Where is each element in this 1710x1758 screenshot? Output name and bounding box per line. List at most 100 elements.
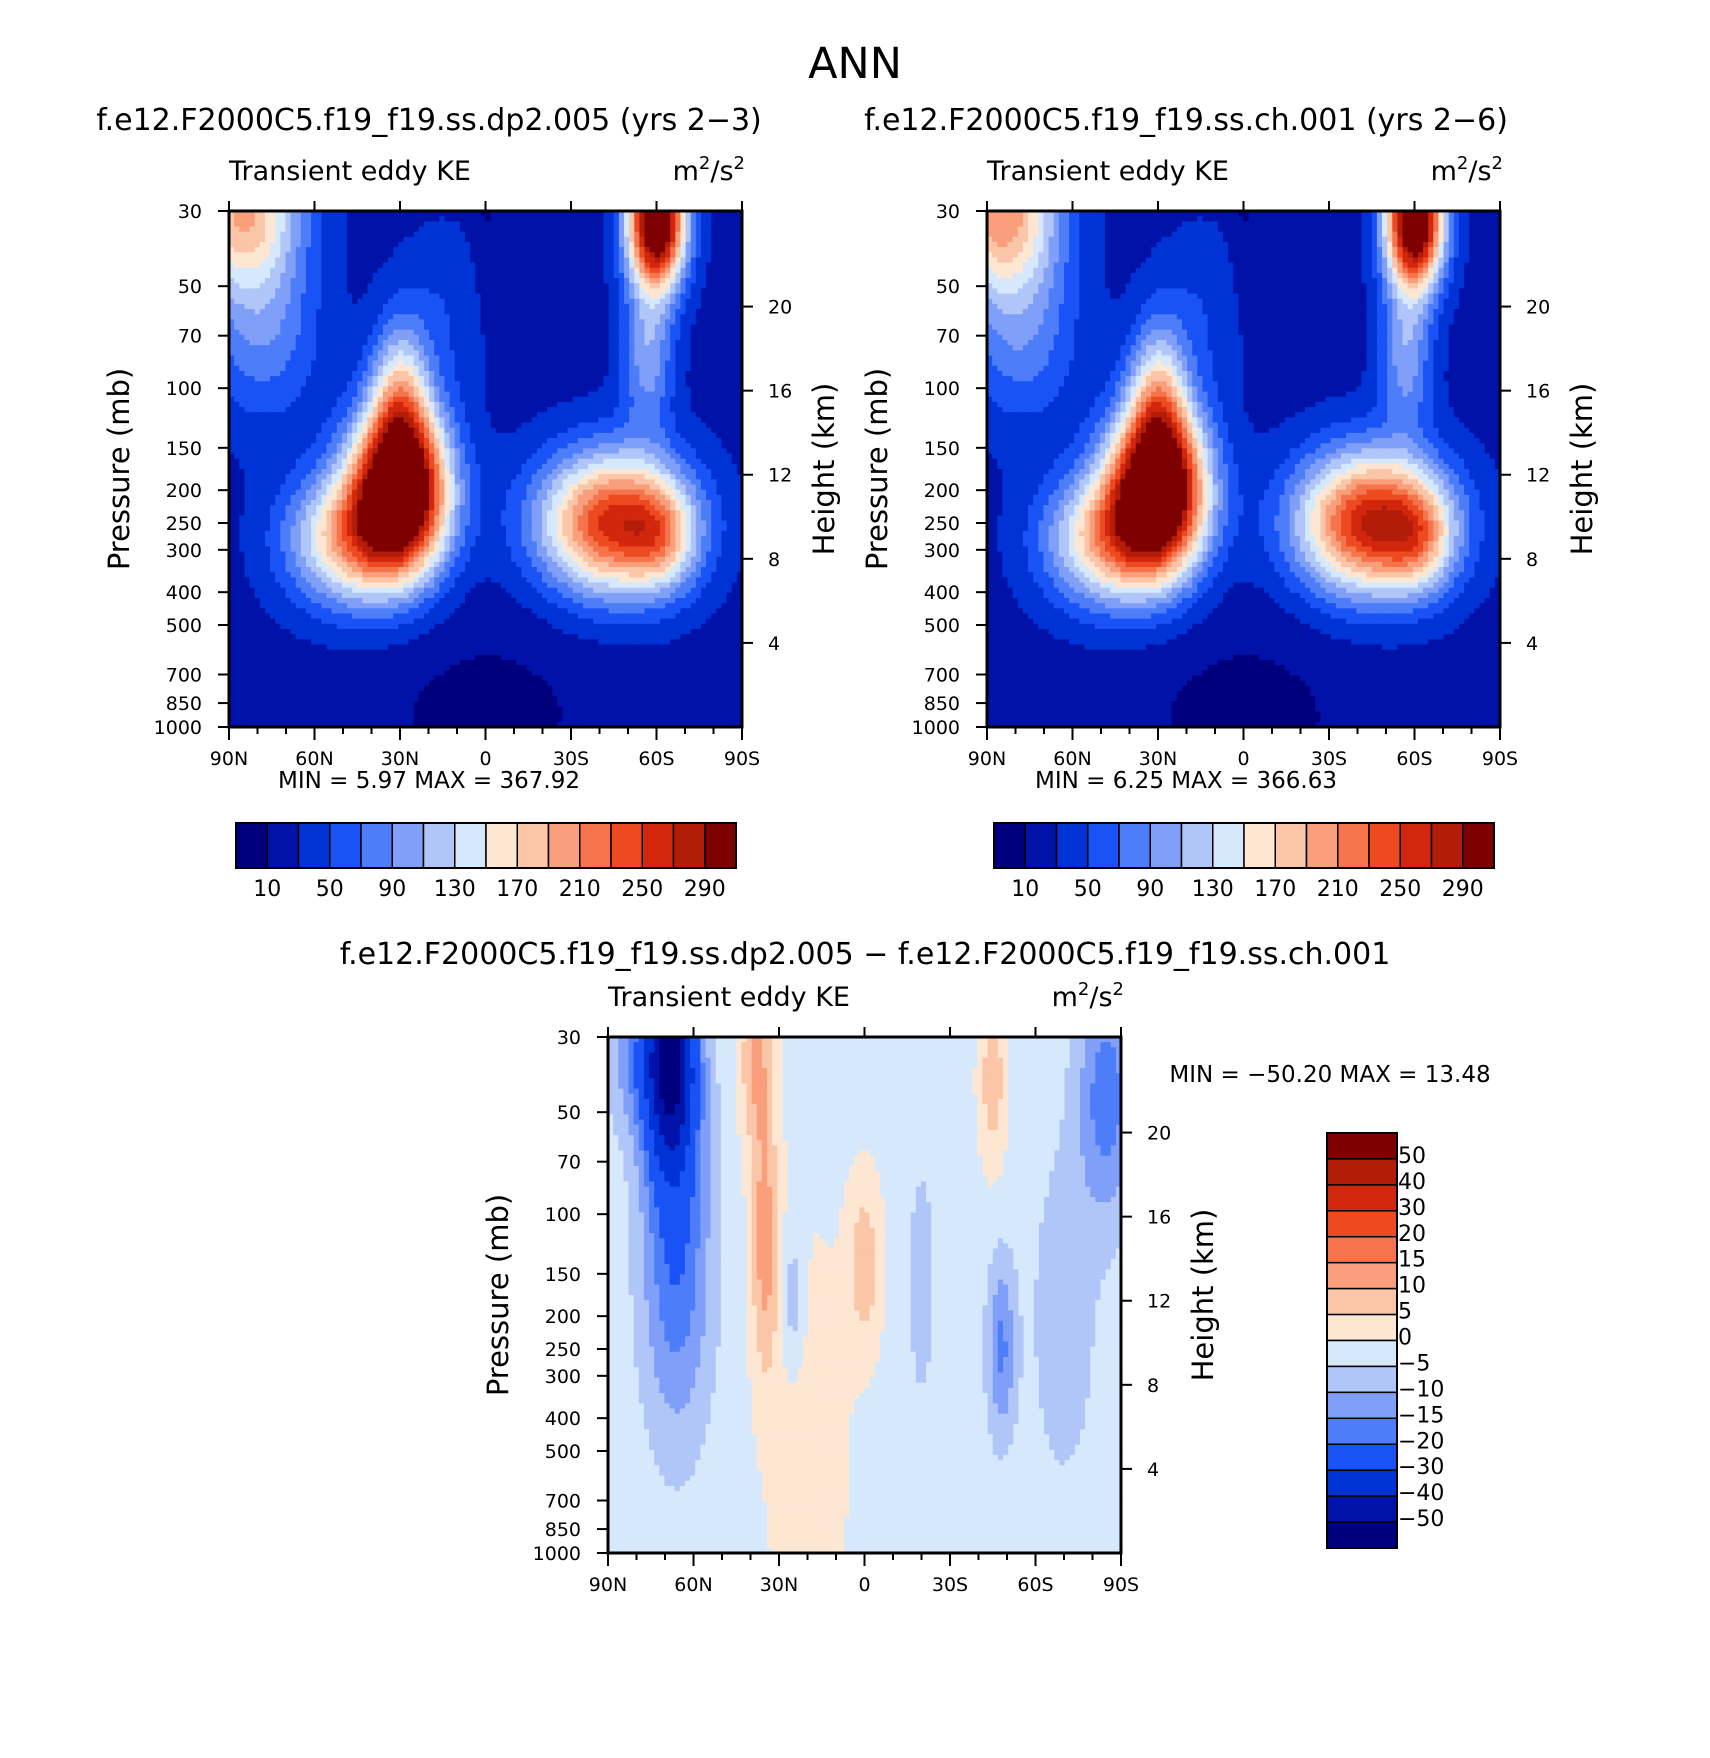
field-cell [403, 370, 410, 377]
field-cell [357, 241, 363, 248]
field-cell [331, 396, 338, 403]
field-cell [541, 427, 548, 434]
field-cell [259, 293, 266, 300]
field-cell [470, 360, 476, 367]
field-cell [454, 231, 461, 238]
field-cell [634, 267, 640, 274]
field-cell [264, 350, 271, 357]
field-cell [526, 381, 533, 388]
field-cell [300, 262, 307, 269]
field-cell [372, 272, 379, 279]
field-cell [685, 391, 692, 398]
field-cell [659, 283, 666, 289]
field-cell [562, 376, 569, 382]
field-cell [423, 417, 430, 424]
field-cell [423, 463, 430, 470]
field-cell [254, 252, 261, 259]
field-cell [418, 334, 425, 341]
field-cell [331, 391, 338, 398]
field-cell [624, 226, 630, 233]
field-cell [721, 427, 728, 434]
field-cell [644, 329, 651, 336]
field-cell [721, 314, 728, 320]
field-cell [239, 319, 245, 326]
field-cell [649, 443, 656, 449]
field-cell [418, 262, 425, 269]
field-cell [649, 355, 656, 362]
field-cell [624, 252, 630, 259]
field-cell [618, 283, 625, 289]
field-cell [285, 427, 292, 434]
field-cell [429, 345, 435, 351]
field-cell [408, 211, 415, 217]
field-cell [367, 303, 374, 310]
field-cell [654, 267, 661, 274]
field-cell [382, 257, 389, 264]
field-cell [352, 350, 358, 357]
field-cell [249, 417, 256, 424]
field-cell [582, 314, 589, 320]
field-cell [305, 453, 312, 460]
field-cell [506, 262, 512, 269]
field-cell [423, 360, 430, 367]
field-cell [495, 438, 502, 444]
field-cell [300, 303, 307, 310]
field-cell [644, 448, 651, 455]
field-cell [393, 391, 399, 398]
field-cell [413, 438, 420, 444]
field-cell [670, 386, 676, 393]
field-cell [316, 432, 322, 439]
field-cell [357, 458, 363, 465]
field-cell [454, 221, 461, 228]
field-cell [270, 283, 276, 289]
field-cell [675, 288, 682, 295]
field-cell [346, 211, 353, 217]
field-cell [649, 422, 656, 429]
field-cell [706, 427, 712, 434]
field-cell [531, 231, 538, 238]
field-cell [459, 216, 466, 222]
field-cell [454, 241, 461, 248]
field-cell [736, 345, 743, 351]
field-cell [541, 401, 548, 408]
field-cell [695, 303, 702, 310]
field-cell [305, 340, 312, 346]
field-cell [588, 329, 594, 336]
field-cell [582, 365, 589, 372]
field-cell [254, 216, 261, 222]
field-cell [321, 355, 328, 362]
field-cell [624, 334, 630, 341]
field-cell [423, 376, 430, 382]
field-cell [649, 381, 656, 388]
field-cell [654, 247, 661, 253]
field-cell [618, 252, 625, 259]
field-cell [588, 278, 594, 284]
field-cell [362, 211, 369, 217]
field-cell [567, 231, 574, 238]
field-cell [418, 396, 425, 403]
field-cell [464, 345, 471, 351]
field-cell [403, 360, 410, 367]
field-cell [547, 252, 553, 259]
field-cell [244, 407, 251, 413]
field-cell [521, 236, 528, 243]
field-cell [634, 432, 640, 439]
field-cell [254, 391, 261, 398]
field-cell [244, 262, 251, 269]
field-cell [516, 267, 523, 274]
field-cell [562, 345, 569, 351]
field-cell [429, 463, 435, 470]
field-cell [295, 319, 302, 326]
field-cell [264, 391, 271, 398]
field-cell [685, 252, 692, 259]
field-cell [721, 376, 728, 382]
field-cell [634, 257, 640, 264]
field-cell [490, 350, 497, 357]
field-cell [326, 448, 333, 455]
field-cell [249, 345, 256, 351]
field-cell [234, 443, 240, 449]
field-cell [736, 221, 743, 228]
field-cell [254, 350, 261, 357]
field-cell [418, 345, 425, 351]
field-cell [577, 422, 584, 429]
